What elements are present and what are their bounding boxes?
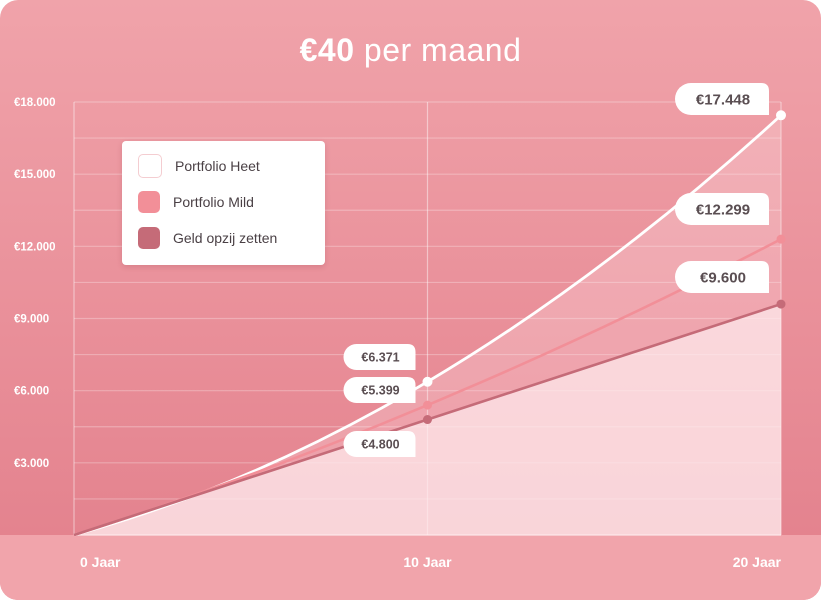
title-rest: per maand [363,32,522,68]
point-portfolio-mild [423,400,432,410]
title-amount: €40 [299,32,355,68]
data-label-bubble [343,377,416,403]
data-label-end-portfolio-heet: €17.448 [675,83,769,115]
data-label-bubble [675,261,769,293]
y-tick-label: €12.000 [14,241,56,253]
data-label-end-portfolio-mild: €12.299 [675,193,769,225]
data-label-text: €17.448 [696,91,750,108]
data-label-text: €4.800 [361,438,399,452]
legend: Portfolio Heet Portfolio Mild Geld opzij… [122,141,325,265]
data-label-bubble [675,83,769,115]
x-axis-band [0,535,821,600]
data-label-mid-portfolio-heet: €6.371 [343,344,416,370]
point-portfolio-heet [776,110,786,121]
data-label-text: €12.299 [696,201,750,218]
legend-swatch-heet [138,154,162,178]
x-tick-label: 0 Jaar [80,554,121,570]
data-label-bubble [343,344,416,370]
x-tick-label: 20 Jaar [733,554,782,570]
data-label-text: €6.371 [361,351,399,365]
data-label-text: €5.399 [361,384,399,398]
data-label-mid-geld-opzij-zetten: €4.800 [343,431,416,457]
legend-swatch-mild [138,191,160,213]
data-label-text: €9.600 [700,269,746,286]
legend-label-heet: Portfolio Heet [175,158,260,174]
y-tick-label: €3.000 [14,458,49,470]
legend-item-heet: Portfolio Heet [138,154,260,178]
point-portfolio-mild [776,234,786,244]
x-tick-label: 10 Jaar [403,554,452,570]
data-label-bubble [675,193,769,225]
data-label-mid-portfolio-mild: €5.399 [343,377,416,403]
legend-item-geld: Geld opzij zetten [138,227,277,249]
point-geld-opzij-zetten [423,415,432,425]
point-portfolio-heet [422,376,433,387]
y-tick-label: €15.000 [14,169,56,181]
data-label-bubble [343,431,416,457]
y-tick-label: €6.000 [14,386,49,398]
y-tick-label: €18.000 [14,97,56,109]
legend-swatch-geld [138,227,160,249]
data-label-end-geld-opzij-zetten: €9.600 [675,261,769,293]
chart-title: €40 per maand [0,32,821,69]
legend-item-mild: Portfolio Mild [138,191,254,213]
legend-label-geld: Geld opzij zetten [173,230,278,246]
legend-label-mild: Portfolio Mild [173,194,254,210]
point-geld-opzij-zetten [776,299,786,309]
y-tick-label: €9.000 [14,314,49,326]
